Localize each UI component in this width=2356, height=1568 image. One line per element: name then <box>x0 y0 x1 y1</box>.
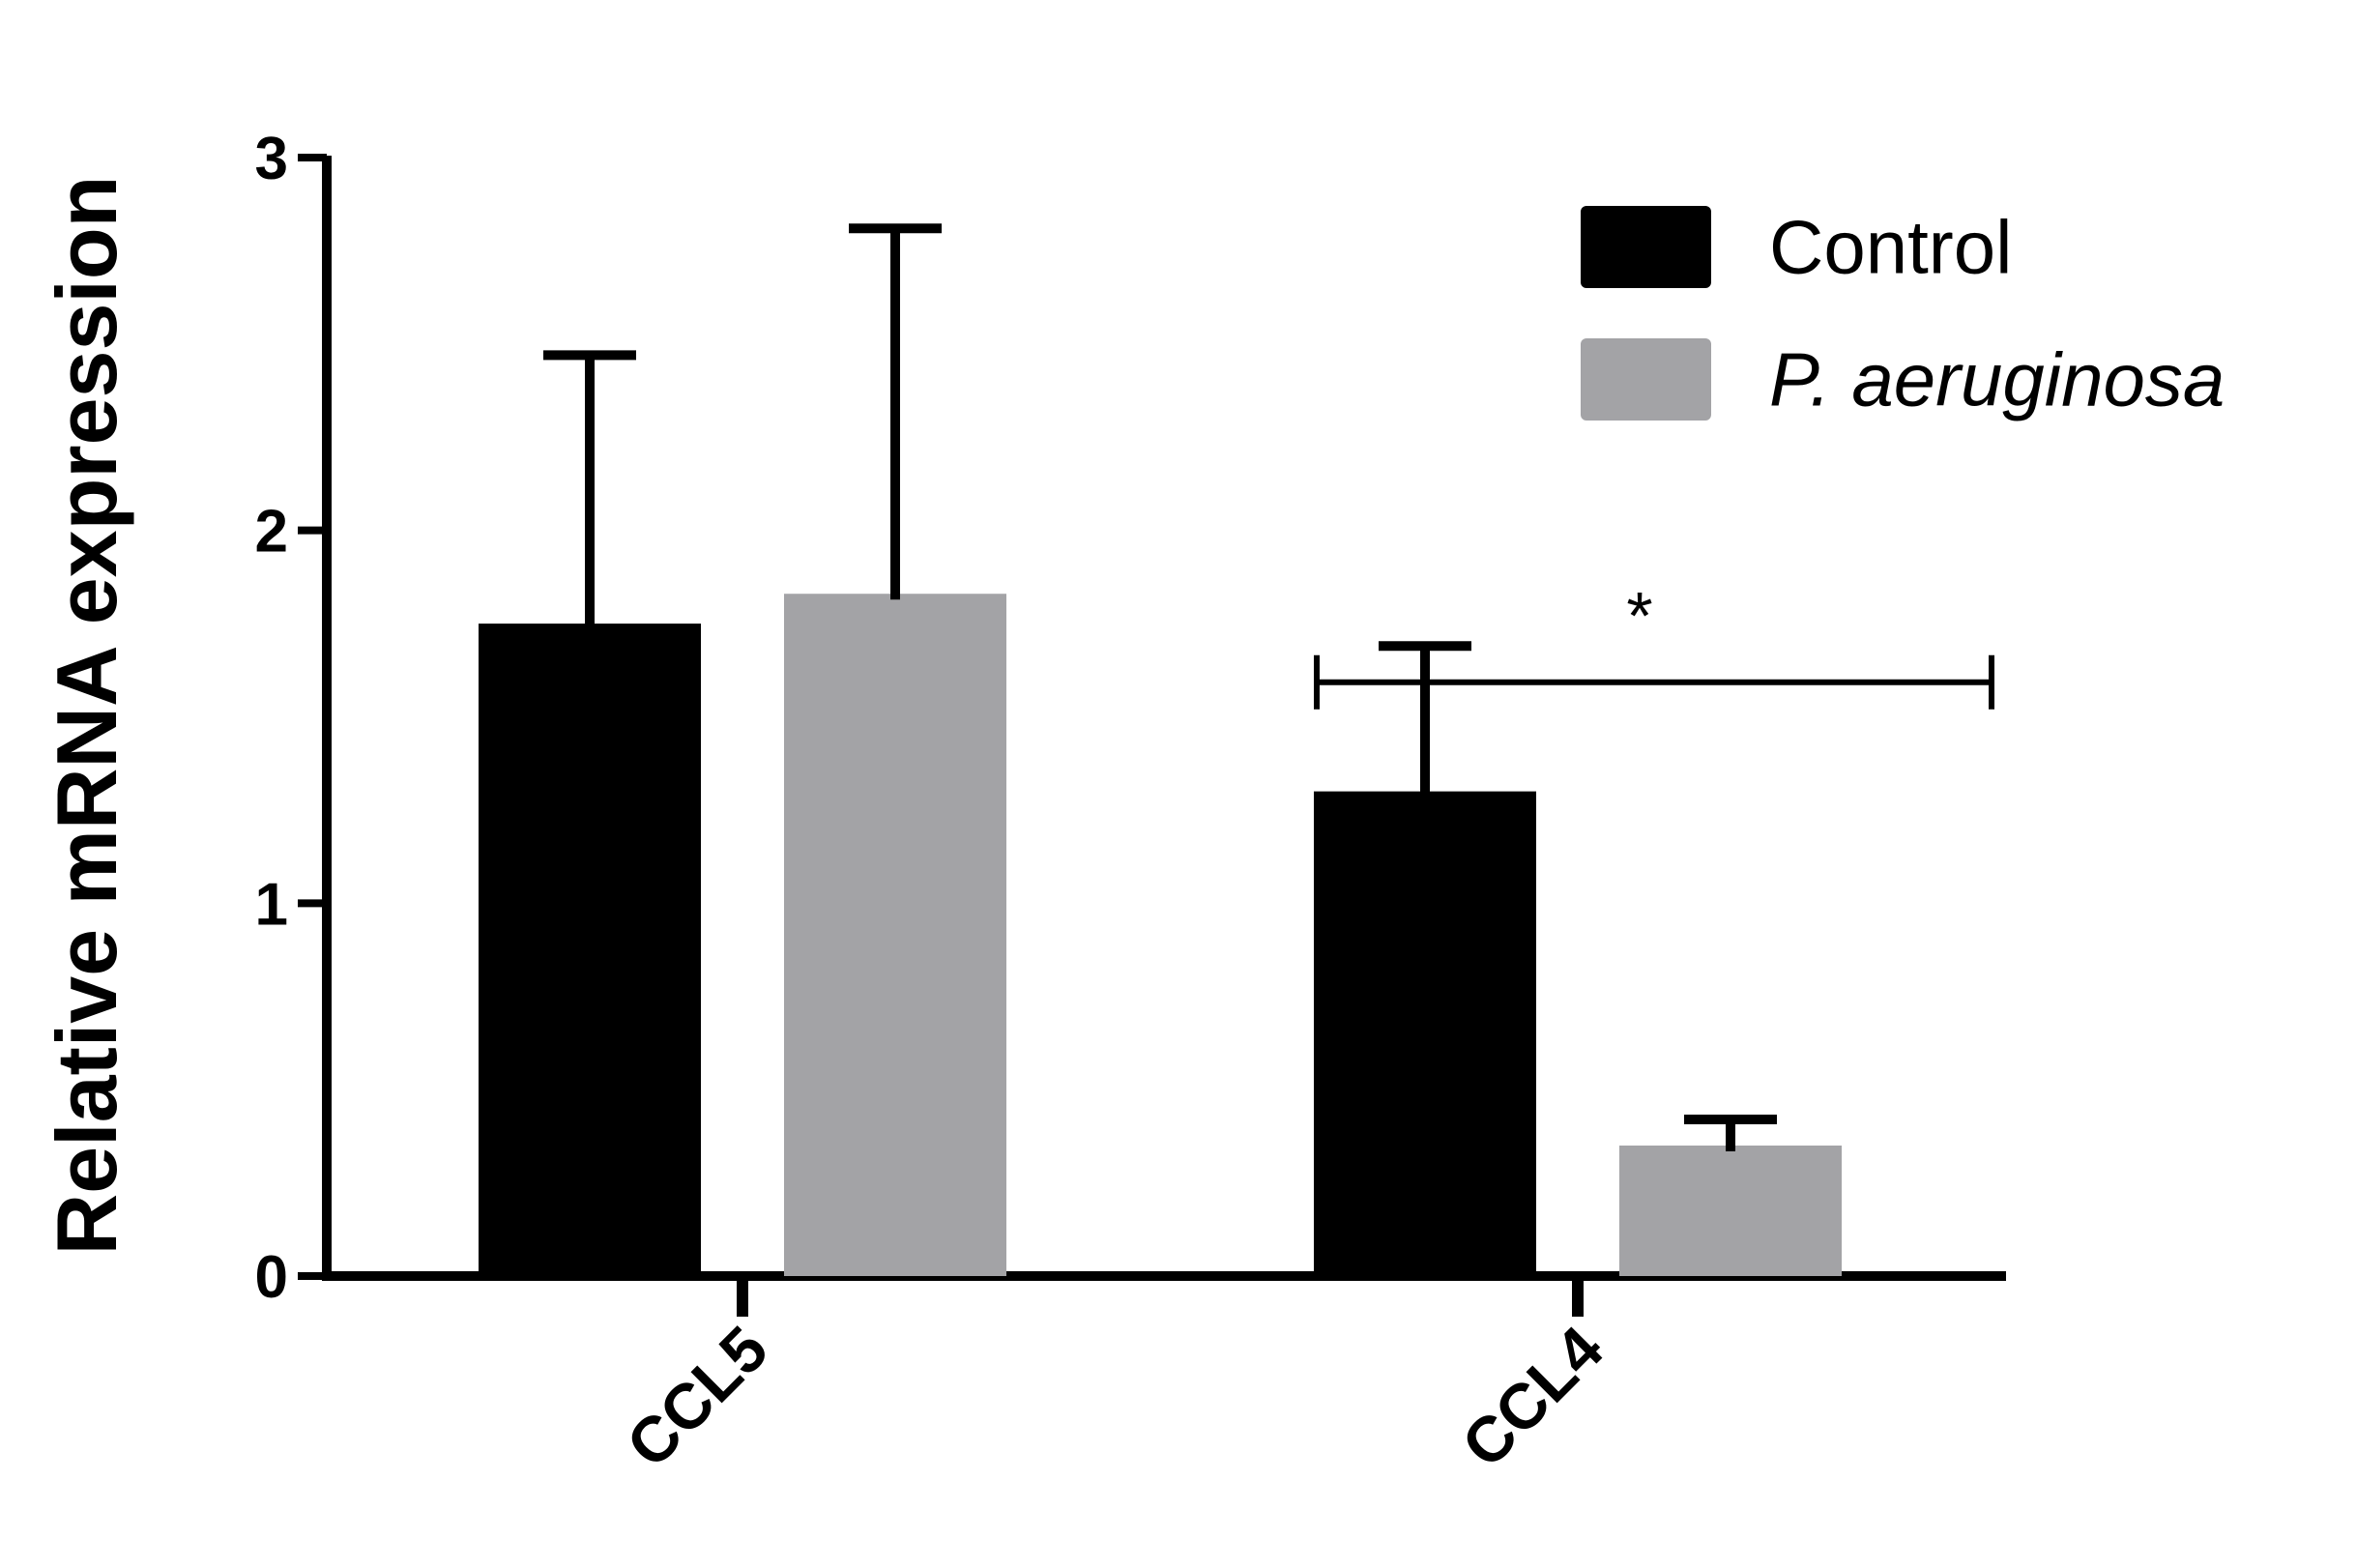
legend-label: Control <box>1769 205 2012 290</box>
y-tick-label: 2 <box>255 499 288 566</box>
y-tick-label: 1 <box>255 871 288 938</box>
plot-area: 0 1 2 3 CCL5 CCL4 * Control P. aeruginosa <box>255 126 2225 1481</box>
legend-label: P. aeruginosa <box>1769 337 2225 422</box>
significance-marker: * <box>1626 578 1652 653</box>
bar-ccl4-p-aeruginosa <box>1619 1146 1842 1276</box>
bar-ccl5-control <box>479 624 701 1276</box>
y-tick-label: 3 <box>255 126 288 192</box>
x-tick-label: CCL4 <box>1448 1312 1616 1480</box>
x-tick-label: CCL5 <box>613 1313 781 1481</box>
bar-ccl4-control <box>1314 791 1536 1276</box>
legend-swatch-control <box>1581 206 1711 288</box>
y-tick-label: 0 <box>255 1244 288 1311</box>
legend-swatch-p-aeruginosa <box>1581 338 1711 421</box>
y-axis-label: Relative mRNA expression <box>39 176 134 1256</box>
bar-ccl5-p-aeruginosa <box>784 594 1006 1276</box>
